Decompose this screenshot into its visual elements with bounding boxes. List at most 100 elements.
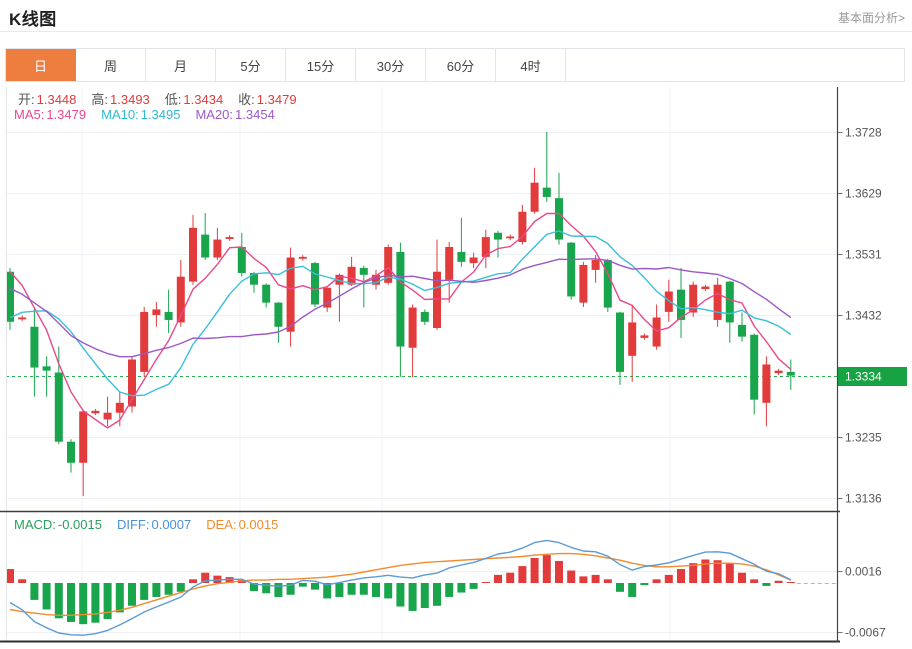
macd-bar [506, 572, 515, 583]
macd-bar [6, 569, 14, 583]
candle-body [469, 257, 478, 264]
macd-bar [494, 574, 502, 583]
diff-line [9, 539, 792, 636]
candle-body [738, 324, 746, 337]
macd-legend-macd: MACD: -0.0015 [14, 517, 102, 532]
macd-bar [54, 583, 63, 619]
tab-day[interactable]: 日 [6, 49, 76, 81]
candle-body [274, 302, 283, 327]
macd-bar [664, 574, 673, 583]
macd-bar [152, 583, 161, 597]
macd-bar [164, 583, 173, 595]
price-tick-label: 1.3432 [845, 309, 882, 323]
ma10-line [9, 230, 792, 397]
candle-body [396, 251, 405, 347]
macd-bar [237, 580, 246, 583]
candle-body [457, 251, 466, 262]
ohlc-legend-close-value: 1.3479 [256, 92, 297, 107]
candle-body [762, 364, 771, 403]
ma5-line [9, 212, 792, 429]
candle-body [103, 412, 112, 420]
macd-bar [396, 583, 405, 607]
ohlc-legend-close-label: 收: [238, 92, 255, 107]
macd-bar [591, 574, 600, 583]
macd-bar [103, 583, 112, 620]
candle-body [152, 309, 161, 315]
candle-body [774, 370, 783, 374]
ohlc-legend-low-label: 低: [164, 92, 182, 107]
candle-body [237, 246, 246, 273]
candle-body [30, 326, 39, 368]
candle-body [79, 411, 88, 463]
macd-legend-dea-label: DEA: [206, 517, 237, 532]
ohlc-legend-close: 收: 1.3479 [238, 92, 296, 107]
macd-bar [530, 558, 539, 583]
candle-body [189, 227, 197, 282]
ma-legend-ma5-label: MA5: [14, 107, 45, 122]
fundamental-analysis-link[interactable]: 基本面分析> [837, 11, 905, 25]
ma-legend-ma10: MA10: 1.3495 [101, 107, 180, 122]
ma-legend-ma20-label: MA20: [195, 107, 234, 122]
macd-bar [274, 583, 283, 597]
macd-bar [372, 583, 380, 597]
macd-bar [250, 583, 258, 592]
macd-bar [18, 579, 27, 583]
candle-body [286, 257, 295, 332]
candle-body [713, 284, 722, 320]
candle-body [664, 291, 673, 312]
macd-bar [359, 583, 368, 595]
macd-bar [225, 577, 234, 583]
macd-bar [481, 582, 490, 583]
candle-body [725, 281, 734, 323]
macd-bar [262, 583, 271, 594]
macd-bar [555, 560, 563, 583]
macd-bar [311, 583, 319, 590]
candle-body [652, 317, 661, 347]
ma-legend-ma20-value: 1.3454 [235, 107, 275, 122]
macd-bar [579, 576, 588, 583]
macd-bar [762, 583, 771, 586]
price-tick-label: 1.3728 [845, 126, 882, 140]
macd-legend-dea-value: 0.0015 [238, 517, 279, 532]
candle-body [347, 266, 356, 285]
ma-legend-ma10-label: MA10: [101, 107, 139, 122]
candle-body [786, 371, 795, 376]
candle-body [213, 239, 222, 258]
candle-body [616, 312, 624, 372]
macd-bar [189, 579, 197, 583]
candle-body [640, 335, 649, 338]
macd-bar [786, 582, 795, 583]
candle-body [555, 198, 563, 240]
tab-4hour[interactable]: 4时 [496, 49, 566, 81]
macd-bar [738, 572, 746, 583]
header-divider [0, 31, 912, 32]
macd-bar [628, 583, 637, 597]
current-price-tag [838, 367, 907, 386]
tab-60min[interactable]: 60分 [426, 49, 496, 81]
macd-bar [30, 583, 39, 600]
price-tick-label: 1.3136 [845, 492, 882, 506]
tab-15min[interactable]: 15分 [286, 49, 356, 81]
tab-week[interactable]: 周 [76, 49, 146, 81]
ohlc-legend-open-value: 1.3448 [36, 92, 77, 107]
macd-bar [67, 583, 75, 622]
macd-bar [725, 563, 734, 583]
tab-30min[interactable]: 30分 [356, 49, 426, 81]
candle-body [18, 317, 27, 320]
tab-month[interactable]: 月 [146, 49, 216, 81]
candle-body [140, 311, 149, 372]
candle-body [250, 272, 258, 285]
candle-body [225, 237, 234, 239]
candle-body [176, 276, 185, 323]
candle-body [591, 259, 600, 270]
macd-bar [433, 583, 441, 606]
candle-body [164, 311, 173, 320]
macd-bar [652, 579, 661, 583]
candle-body [481, 237, 490, 257]
tab-5min[interactable]: 5分 [216, 49, 286, 81]
macd-legend-diff: DIFF: 0.0007 [117, 517, 191, 532]
price-tick-label: 1.3235 [845, 431, 882, 445]
macd-bar [79, 583, 88, 625]
